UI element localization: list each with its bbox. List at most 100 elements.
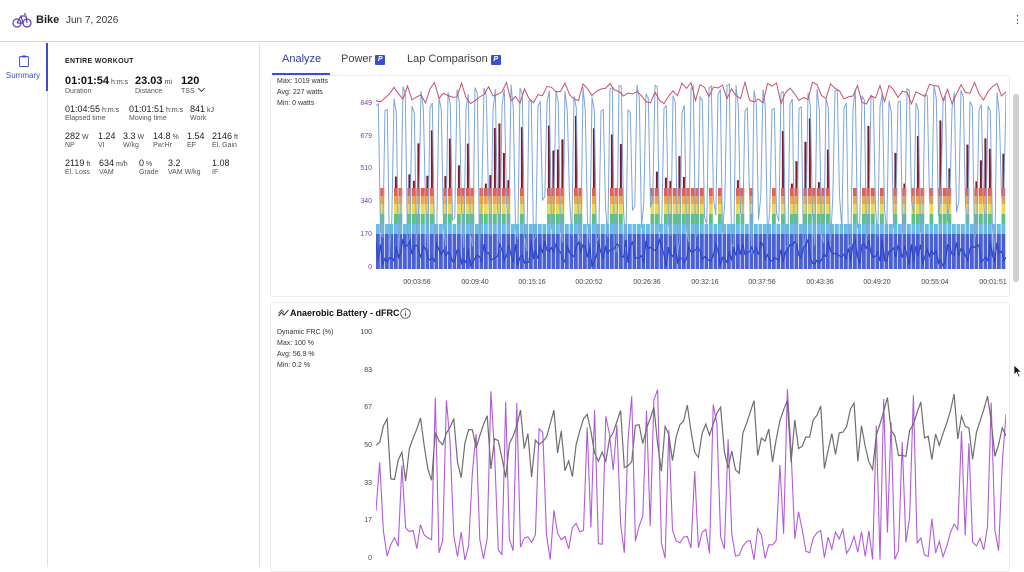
power-zone-segment: [776, 234, 781, 269]
power-zone-segment: [632, 224, 637, 234]
heart-rate-line: [376, 80, 1006, 106]
power-zone-segment: [979, 204, 983, 214]
power-zone-segment: [677, 188, 682, 196]
stat-label: El. Gain: [212, 142, 237, 149]
power-zone-segment: [911, 234, 916, 269]
battery-chart-title: Anaerobic Battery - dFRC: [290, 308, 400, 318]
power-zone-segment: [893, 224, 898, 234]
info-icon[interactable]: [400, 308, 411, 319]
kebab-icon[interactable]: ⋮: [1012, 14, 1023, 26]
stat-label: NP: [65, 142, 75, 149]
battery-chart[interactable]: [376, 330, 1006, 562]
x-tick: 00:20:52: [575, 279, 603, 286]
stat-label: Elapsed time: [65, 115, 106, 122]
power-zone-segment: [380, 234, 385, 269]
power-spike: [781, 131, 784, 188]
power-zone-segment: [403, 234, 407, 269]
power-zone-segment: [614, 204, 619, 214]
power-zone-segment: [772, 188, 776, 196]
power-zone-segment: [556, 234, 560, 269]
power-zone-segment: [398, 196, 403, 204]
power-spike: [619, 144, 622, 188]
power-zone-segment: [578, 224, 583, 234]
power-zone-segment: [439, 234, 443, 269]
power-zone-segment: [718, 188, 722, 196]
power-zone-segment: [538, 224, 542, 234]
power-spike: [988, 148, 991, 188]
power-zone-segment: [965, 204, 970, 214]
power-chart[interactable]: [376, 74, 1006, 274]
stat-tss[interactable]: 120 TSS: [181, 75, 205, 95]
power-zone-segment: [493, 234, 497, 269]
power-zone-segment: [484, 224, 488, 234]
power-zone-segment: [871, 214, 875, 224]
power-zone-segment: [380, 204, 385, 214]
power-zone-segment: [839, 234, 844, 269]
power-spike: [966, 144, 969, 188]
power-zone-segment: [461, 224, 466, 234]
power-zone-segment: [412, 234, 416, 269]
power-spike: [979, 160, 982, 188]
y-tick: 17: [364, 517, 372, 524]
power-zone-segment: [974, 234, 979, 269]
power-zone-segment: [614, 224, 619, 234]
power-zone-segment: [655, 214, 659, 224]
power-zone-segment: [619, 188, 623, 196]
power-zone-segment: [812, 196, 817, 204]
power-zone-segment: [506, 234, 511, 269]
power-zone-segment: [488, 188, 493, 196]
tab-power[interactable]: Power P: [341, 53, 386, 65]
power-zone-segment: [911, 224, 916, 234]
power-zone-segment: [407, 224, 412, 234]
power-zone-segment: [682, 196, 686, 204]
power-zone-segment: [650, 204, 655, 214]
battery-series-label: Dynamic FRC (%): [277, 329, 334, 336]
tab-lap-comparison[interactable]: Lap Comparison P: [407, 53, 501, 65]
power-zone-segment: [880, 196, 884, 204]
nav-item-summary[interactable]: Summary: [0, 43, 48, 91]
power-zone-segment: [943, 188, 947, 196]
power-zone-segment: [416, 196, 421, 204]
y-tick: 849: [360, 100, 372, 107]
power-zone-segment: [700, 234, 704, 269]
power-zone-segment: [686, 188, 691, 196]
power-zone-segment: [862, 188, 866, 196]
power-zone-segment: [430, 234, 434, 269]
power-zone-segment: [740, 224, 745, 234]
power-zone-segment: [821, 188, 826, 196]
power-zone-segment: [979, 214, 983, 224]
power-zone-segment: [407, 196, 412, 204]
power-avg: Avg: 227 watts: [277, 89, 323, 96]
power-zone-segment: [790, 234, 794, 269]
power-zone-segment: [848, 224, 853, 234]
power-zone-segment: [691, 224, 695, 234]
power-zone-segment: [556, 188, 560, 196]
power-zone-segment: [592, 188, 596, 196]
power-zone-segment: [506, 214, 511, 224]
power-zone-segment: [682, 214, 686, 224]
power-zone-segment: [709, 214, 713, 224]
power-zone-segment: [979, 196, 983, 204]
tab-analyze[interactable]: Analyze: [282, 53, 321, 65]
power-zone-segment: [916, 188, 920, 196]
power-zone-segment: [614, 214, 619, 224]
power-zone-segment: [821, 214, 826, 224]
power-zone-segment: [988, 214, 992, 224]
power-zone-segment: [430, 224, 434, 234]
power-zone-segment: [484, 188, 488, 196]
power-zone-segment: [943, 234, 947, 269]
power-zone-segment: [1001, 214, 1006, 224]
power-zone-segment: [682, 234, 686, 269]
frc-purple-line: [376, 388, 1006, 561]
power-zone-segment: [781, 196, 785, 204]
scrollbar-thumb[interactable]: [1013, 94, 1019, 282]
power-zone-segment: [619, 214, 623, 224]
power-zone-segment: [664, 234, 668, 269]
bike-icon: [12, 13, 32, 28]
power-zone-segment: [664, 224, 668, 234]
power-zone-segment: [965, 196, 970, 204]
power-zone-segment: [893, 234, 898, 269]
power-zone-segment: [929, 214, 934, 224]
power-zone-segment: [641, 224, 646, 234]
power-zone-segment: [916, 204, 920, 214]
